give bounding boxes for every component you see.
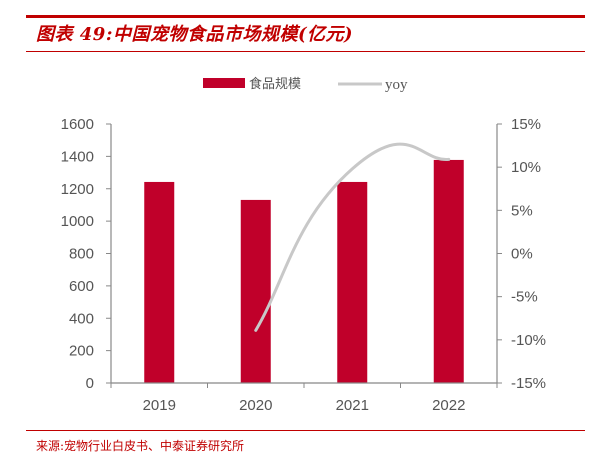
legend: 食品规模 yoy: [203, 76, 408, 93]
title-top-rule: [26, 15, 585, 18]
left-axis-tick-label: 400: [69, 310, 94, 327]
left-axis-tick-label: 200: [69, 343, 94, 360]
x-axis-tick-label: 2022: [432, 397, 465, 414]
left-axis-tick-label: 1200: [61, 181, 94, 198]
left-axis-tick-label: 800: [69, 246, 94, 263]
yoy-line: [254, 142, 451, 332]
left-axis-tick-label: 0: [86, 375, 94, 392]
figure-title: 图表 49:中国宠物食品市场规模(亿元): [36, 24, 353, 45]
legend-label-line: yoy: [385, 77, 408, 93]
right-axis-tick-label: 10%: [511, 159, 541, 176]
right-axis-tick-label: 15%: [511, 116, 541, 133]
x-axis-tick-label: 2020: [239, 397, 272, 414]
source-rule: [26, 430, 585, 431]
left-axis-tick-label: 1000: [61, 213, 94, 230]
bar-2019: [144, 181, 175, 383]
x-axis-tick-label: 2019: [143, 397, 176, 414]
bar-2021: [337, 181, 368, 383]
right-axis-tick-label: -5%: [511, 289, 538, 306]
left-axis-tick-label: 1600: [61, 116, 94, 133]
title-bottom-rule: [26, 51, 585, 52]
left-axis-tick-label: 600: [69, 278, 94, 295]
right-axis-tick-label: 5%: [511, 202, 533, 219]
source-note: 来源:宠物行业白皮书、中泰证券研究所: [36, 439, 245, 453]
legend-swatch-bar: [203, 78, 245, 88]
x-axis-tick-label: 2021: [336, 397, 369, 414]
bar-2022: [433, 159, 464, 383]
bar-2020: [240, 199, 271, 383]
legend-label-bar: 食品规模: [249, 76, 301, 92]
right-axis-tick-label: 0%: [511, 246, 533, 263]
right-axis-tick-label: -15%: [511, 375, 546, 392]
left-axis-tick-label: 1400: [61, 148, 94, 165]
right-axis-tick-label: -10%: [511, 332, 546, 349]
